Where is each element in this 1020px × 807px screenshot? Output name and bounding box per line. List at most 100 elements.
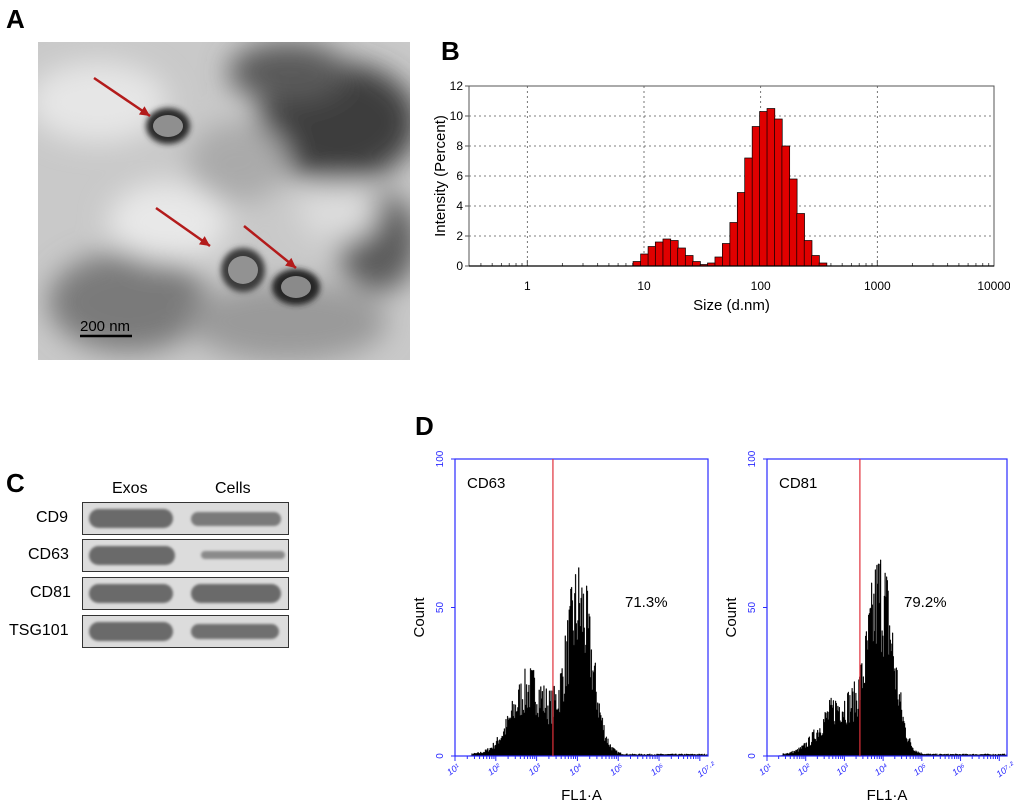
bar	[714, 256, 724, 267]
band-cells	[191, 624, 279, 639]
tem-micrograph: 200 nm	[38, 42, 410, 360]
x-tick-label: 10²	[796, 761, 813, 777]
y-tick-label: 2	[456, 229, 463, 243]
bar	[811, 255, 820, 267]
bar	[662, 238, 672, 267]
row-label: CD9	[36, 509, 69, 526]
x-tick-label: 10⁴	[567, 761, 584, 777]
col-header-cells: Cells	[215, 480, 251, 497]
x-tick-label: 10³	[834, 761, 851, 777]
y-tick-label: 50	[747, 602, 758, 614]
bar	[751, 126, 761, 267]
bar	[729, 222, 738, 267]
x-axis-label: Size (d.nm)	[693, 297, 770, 314]
band-exos	[89, 546, 175, 565]
plot-frame	[454, 458, 709, 757]
arrow	[243, 225, 297, 269]
western-blot: Exos Cells CD9 CD63 CD81 TSG101	[0, 470, 300, 650]
size-distribution-chart: 0 2 4 6 8 10 12 1 10 100 1000 10000 Size (d.nm) Inten…	[432, 79, 1010, 314]
bar	[766, 108, 776, 267]
bar	[632, 261, 642, 267]
x-tick-label: 10⁶	[649, 761, 666, 777]
y-tick-label: 100	[747, 450, 758, 467]
band-cells	[191, 584, 281, 603]
bar	[788, 178, 798, 267]
blot-strip-tsg101	[82, 615, 289, 648]
vesicle	[281, 276, 311, 298]
y-tick-label: 12	[450, 79, 464, 93]
band-cells	[191, 512, 281, 526]
x-tick-label: 10⁶	[950, 761, 967, 777]
y-tick-label: 8	[456, 139, 463, 153]
bar	[803, 240, 813, 267]
y-tick-label: 10	[450, 109, 464, 123]
vesicle	[153, 115, 183, 137]
arrow-head	[198, 236, 210, 246]
x-tick-label: 10²	[486, 761, 503, 777]
histogram	[454, 567, 709, 757]
plot-frame	[766, 458, 1008, 757]
y-tick-label: 4	[456, 199, 463, 213]
x-tick-label: 10³	[527, 761, 544, 777]
x-tick-label: 10⁴	[873, 761, 890, 777]
bar	[736, 192, 746, 267]
y-tick-label: 50	[435, 602, 446, 614]
bar	[796, 213, 805, 267]
x-tick-label: 10⁵	[912, 761, 929, 777]
x-axis-label: FL1·A	[561, 787, 602, 804]
panel-label-d: D	[415, 411, 434, 441]
x-tick-label: 10¹	[445, 762, 461, 778]
bar	[722, 243, 731, 267]
x-tick-label: 100	[751, 279, 771, 293]
band-exos	[89, 584, 173, 603]
scale-bar-label: 200 nm	[80, 318, 130, 335]
bar	[684, 255, 694, 267]
x-tick-label: 10000	[977, 279, 1010, 293]
bar	[647, 246, 657, 267]
bar	[781, 145, 791, 267]
vesicle	[228, 256, 258, 284]
blot-strip-cd9	[82, 502, 289, 535]
y-tick-label: 100	[435, 450, 446, 467]
x-tick-label: 10¹	[757, 762, 773, 778]
x-tick-label: 10	[637, 279, 651, 293]
band-exos	[89, 622, 173, 641]
arrow	[93, 76, 151, 118]
marker-label: CD81	[779, 475, 817, 492]
y-tick-label: 6	[456, 169, 463, 183]
bar	[677, 247, 686, 267]
blot-strip-cd63	[82, 539, 289, 572]
blot-strip-cd81	[82, 577, 289, 610]
percent-label: 71.3%	[625, 594, 668, 611]
arrow-head	[285, 257, 296, 268]
y-axis-label: Count	[723, 597, 740, 638]
row-label: TSG101	[9, 622, 69, 639]
y-tick-label: 0	[456, 259, 463, 273]
row-label: CD63	[28, 546, 69, 563]
x-tick-label: 10⁷·²	[994, 759, 1016, 779]
histogram	[766, 559, 1008, 757]
y-tick-label: 0	[435, 753, 446, 759]
row-label: CD81	[30, 584, 71, 601]
x-tick-label: 10⁵	[608, 761, 625, 777]
y-tick-label: 0	[747, 753, 758, 759]
band-cells	[201, 551, 285, 559]
col-header-exos: Exos	[112, 480, 148, 497]
band-exos	[89, 509, 173, 528]
bar	[759, 111, 768, 267]
arrow-head	[138, 106, 150, 116]
x-axis-label: FL1·A	[867, 787, 908, 804]
x-tick-label: 1	[524, 279, 531, 293]
bar	[640, 253, 649, 267]
bar	[654, 241, 664, 267]
marker-label: CD63	[467, 475, 505, 492]
bar	[744, 157, 753, 267]
y-axis-label: Count	[411, 597, 428, 638]
bar	[670, 240, 679, 267]
percent-label: 79.2%	[904, 594, 947, 611]
panel-label-a: A	[6, 4, 25, 34]
x-tick-label: 10⁷·²	[695, 759, 717, 779]
arrow	[155, 206, 211, 248]
x-tick-label: 1000	[864, 279, 891, 293]
panel-label-c: C	[6, 468, 25, 498]
